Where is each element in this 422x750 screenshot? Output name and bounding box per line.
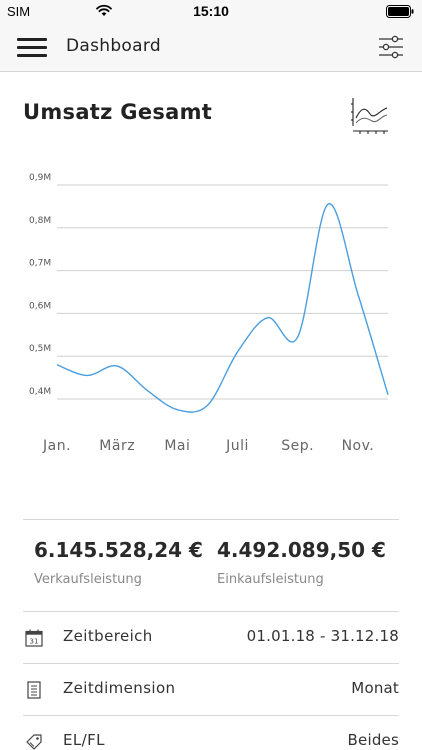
y-tick-label: 0,7M — [29, 259, 51, 269]
y-tick-label: 0,5M — [29, 344, 51, 354]
setting-value: 01.01.18 - 31.12.18 — [246, 627, 399, 645]
kpi-sales: 6.145.528,24 € Verkaufsleistung — [34, 538, 203, 587]
x-tick-label: Mai — [164, 438, 190, 454]
sliders-icon[interactable] — [378, 34, 404, 60]
divider — [23, 611, 399, 612]
document-icon — [27, 681, 41, 699]
wifi-icon — [96, 4, 112, 16]
divider — [23, 663, 399, 664]
kpi-purchases: 4.492.089,50 € Einkaufsleistung — [217, 538, 386, 587]
svg-text:31: 31 — [30, 637, 39, 645]
setting-row-time-range[interactable]: 31 Zeitbereich 01.01.18 - 31.12.18 — [23, 613, 399, 663]
nav-bar: Dashboard — [0, 24, 422, 72]
x-tick-label: Sep. — [281, 438, 314, 454]
line-chart-icon[interactable] — [350, 96, 390, 134]
page-title: Dashboard — [66, 36, 161, 56]
setting-value: Monat — [351, 679, 399, 697]
x-tick-label: Jan. — [42, 438, 71, 454]
kpi-purchases-label: Einkaufsleistung — [217, 572, 324, 587]
hamburger-icon — [17, 38, 47, 41]
y-tick-label: 0,6M — [29, 301, 51, 311]
x-tick-label: Juli — [225, 438, 249, 454]
carrier-label: SIM — [7, 4, 31, 19]
status-bar: SIM 15:10 — [0, 0, 422, 24]
hamburger-line — [17, 46, 47, 49]
calendar-icon: 31 — [25, 629, 43, 647]
x-tick-label: März — [99, 438, 135, 454]
revenue-line-chart: 0,9M 0,8M 0,7M 0,6M 0,5M 0,4M Jan. März Mai Juli… — [29, 173, 389, 454]
y-tick-label: 0,4M — [29, 387, 51, 397]
hamburger-line — [17, 54, 47, 57]
setting-row-time-dimension[interactable]: Zeitdimension Monat — [23, 665, 399, 715]
setting-row-el-fl[interactable]: EL/FL Beides — [23, 717, 399, 750]
kpi-sales-value: 6.145.528,24 € — [34, 538, 203, 562]
kpi-sales-label: Verkaufsleistung — [34, 572, 142, 587]
x-tick-label: Nov. — [342, 438, 375, 454]
y-tick-label: 0,8M — [29, 216, 51, 226]
battery-icon — [386, 5, 414, 18]
tag-icon — [26, 734, 42, 750]
y-tick-label: 0,9M — [29, 173, 51, 183]
kpi-purchases-value: 4.492.089,50 € — [217, 538, 386, 562]
chart-series-line — [56, 203, 389, 413]
setting-label: Zeitbereich — [63, 627, 153, 645]
menu-button[interactable] — [17, 36, 47, 58]
setting-label: Zeitdimension — [63, 679, 176, 697]
divider — [23, 715, 399, 716]
setting-value: Beides — [347, 731, 399, 749]
clock: 15:10 — [193, 3, 229, 19]
divider — [23, 519, 399, 520]
setting-label: EL/FL — [63, 731, 105, 749]
card-title: Umsatz Gesamt — [23, 100, 213, 124]
